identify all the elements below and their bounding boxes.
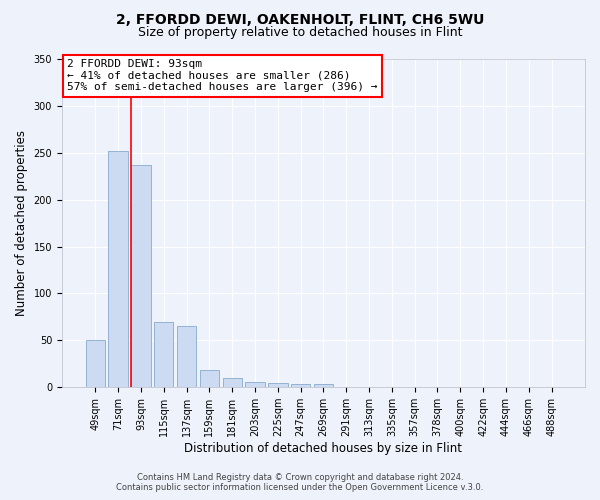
Bar — [154, 322, 173, 387]
Bar — [314, 384, 333, 387]
Bar — [109, 151, 128, 387]
Text: Size of property relative to detached houses in Flint: Size of property relative to detached ho… — [138, 26, 462, 39]
Bar — [131, 165, 151, 387]
Text: 2 FFORDD DEWI: 93sqm
← 41% of detached houses are smaller (286)
57% of semi-deta: 2 FFORDD DEWI: 93sqm ← 41% of detached h… — [67, 59, 377, 92]
Text: Contains HM Land Registry data © Crown copyright and database right 2024.
Contai: Contains HM Land Registry data © Crown c… — [116, 473, 484, 492]
Bar — [86, 340, 105, 387]
X-axis label: Distribution of detached houses by size in Flint: Distribution of detached houses by size … — [184, 442, 463, 455]
Bar — [245, 382, 265, 387]
Bar — [223, 378, 242, 387]
Bar — [268, 384, 287, 387]
Text: 2, FFORDD DEWI, OAKENHOLT, FLINT, CH6 5WU: 2, FFORDD DEWI, OAKENHOLT, FLINT, CH6 5W… — [116, 12, 484, 26]
Bar — [200, 370, 219, 387]
Y-axis label: Number of detached properties: Number of detached properties — [15, 130, 28, 316]
Bar — [177, 326, 196, 387]
Bar — [291, 384, 310, 387]
